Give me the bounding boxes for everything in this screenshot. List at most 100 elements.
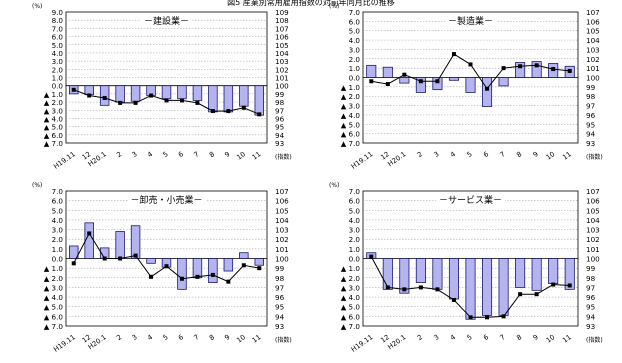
chart-1-right-tick-label: 99 <box>586 83 596 92</box>
figure-title: 図5 産業別常用雇用指数の対前年同月比の推移 <box>227 0 395 7</box>
chart-2-right-tick-label: 105 <box>275 206 289 215</box>
chart-1-index-marker-2 <box>402 72 407 77</box>
chart-3-left-tick-label: 5.0 <box>349 206 361 215</box>
chart-0-index-marker-3 <box>118 100 123 105</box>
chart-2-right-tick-label: 103 <box>275 226 289 235</box>
chart-1-left-tick-label: 7.0 <box>349 8 361 17</box>
chart-1-right-tick-label: 107 <box>586 8 600 17</box>
chart-0-left-tick-label: 4.0 <box>52 49 64 58</box>
chart-0-index-marker-5 <box>149 93 154 98</box>
chart-0-x-tick-label: H19.11 <box>52 150 77 171</box>
chart-0-right-tick-label: 108 <box>275 16 289 25</box>
chart-0-index-marker-8 <box>195 100 200 105</box>
chart-1-x-tick-label: 6 <box>482 150 490 159</box>
chart-2-index-marker-8 <box>195 274 200 279</box>
chart-3-x-tick-label: 3 <box>432 333 440 342</box>
chart-3-index-marker-12 <box>567 283 572 288</box>
chart-2-right-tick-label: 101 <box>275 245 289 254</box>
chart-0-x-tick-label: 10 <box>235 150 247 162</box>
chart-2-right-tick-label: 97 <box>275 283 284 292</box>
chart-0-index-marker-2 <box>102 95 107 100</box>
chart-3-left-tick-label: 7.0 <box>349 187 361 196</box>
chart-0-left-tick-label: 6.0 <box>52 33 64 42</box>
chart-1-left-unit: (%) <box>329 3 339 10</box>
chart-2-x-tick-label: 5 <box>162 333 170 342</box>
chart-2-bar-4 <box>130 225 141 259</box>
chart-1-x-tick-label: 4 <box>449 150 457 159</box>
chart-2-index-marker-10 <box>226 279 231 284</box>
chart-0-index-marker-6 <box>164 98 169 103</box>
chart-3-x-tick-label: H20.1 <box>386 333 407 351</box>
chart-3-left-tick-label: 1.0 <box>349 245 361 254</box>
chart-3-left-tick-label: ▲ 1.0 <box>341 264 361 273</box>
chart-0-left-tick-label: 9.0 <box>52 8 64 17</box>
chart-2-x-tick-label: 10 <box>235 333 247 345</box>
chart-0-left-tick-label: ▲ 7.0 <box>44 139 64 148</box>
chart-0-x-tick-label: 6 <box>177 150 185 159</box>
chart-0-right-tick-label: 99 <box>275 90 285 99</box>
chart-2-index-marker-3 <box>118 256 123 261</box>
chart-0-bar-6 <box>161 85 172 100</box>
chart-3-bar-1 <box>382 258 393 290</box>
chart-3-title-bg <box>436 193 505 206</box>
chart-3-index-marker-6 <box>468 315 473 320</box>
chart-1-x-tick-label: H19.11 <box>350 150 375 171</box>
chart-1-left-tick-label: ▲ 6.0 <box>341 130 361 139</box>
chart-2-bar-12 <box>254 258 264 266</box>
chart-2-left-tick-label: 0.0 <box>52 255 64 264</box>
chart-3-index-marker-2 <box>402 287 407 292</box>
chart-3-left-tick-label: 0.0 <box>349 255 361 264</box>
chart-1-x-tick-label: 9 <box>532 150 540 159</box>
chart-1-index-marker-12 <box>567 68 572 73</box>
chart-0-left-tick-label: ▲ 2.0 <box>44 98 64 107</box>
chart-0-x-tick-label: 8 <box>208 150 216 159</box>
chart-1-x-tick-label: 2 <box>416 150 424 159</box>
chart-0-left-tick-label: ▲ 3.0 <box>44 106 64 115</box>
chart-1-left-tick-label: ▲ 5.0 <box>341 120 361 129</box>
chart-0-x-tick-label: 4 <box>146 150 154 159</box>
chart-3-left-tick-label: ▲ 4.0 <box>341 293 361 302</box>
chart-3-right-tick-label: 101 <box>586 245 600 254</box>
chart-1-index-marker-4 <box>435 79 440 84</box>
chart-1-bar-8 <box>498 77 509 87</box>
chart-2-left-tick-label: 7.0 <box>52 187 64 196</box>
chart-3-right-tick-label: 99 <box>586 264 596 273</box>
chart-2-left-tick-label: ▲ 3.0 <box>44 283 64 292</box>
chart-2-x-tick-label: 9 <box>223 333 231 342</box>
chart-3-left-tick-label: ▲ 7.0 <box>341 322 361 331</box>
chart-1-right-tick-label: 98 <box>586 92 596 101</box>
chart-1-title: －製造業－ <box>448 15 493 27</box>
chart-3-right-tick-label: 107 <box>586 187 600 196</box>
chart-2-right-tick-label: 93 <box>275 322 284 331</box>
chart-3-right-tick-label: 105 <box>586 206 600 215</box>
chart-2-left-tick-label: ▲ 2.0 <box>44 274 64 283</box>
chart-0-right-tick-label: 98 <box>275 98 285 107</box>
chart-2-index-marker-5 <box>149 274 154 279</box>
chart-3-index-marker-11 <box>551 282 556 287</box>
chart-1-bar-9 <box>515 62 526 78</box>
chart-0-index-marker-10 <box>226 109 231 114</box>
chart-1-index-marker-0 <box>369 79 374 84</box>
chart-1-right-tick-label: 103 <box>586 45 600 54</box>
chart-1-index-marker-6 <box>468 62 473 67</box>
chart-2-left-tick-label: ▲ 6.0 <box>44 312 64 321</box>
chart-1-right-tick-label: 101 <box>586 64 600 73</box>
chart-0-left-tick-label: 7.0 <box>52 24 64 33</box>
chart-2-title: －卸売・小売業－ <box>130 194 202 206</box>
chart-1-bar-6 <box>465 77 476 93</box>
chart-0-left-tick-label: 5.0 <box>52 41 64 50</box>
chart-3-bar-6 <box>465 258 476 320</box>
chart-3-right-tick-label: 95 <box>586 303 595 312</box>
chart-3-x-tick-label: 9 <box>532 333 540 342</box>
chart-1-left-tick-label: 6.0 <box>349 17 361 26</box>
chart-0-index-marker-0 <box>71 87 76 92</box>
chart-3-right-tick-label: 97 <box>586 283 595 292</box>
chart-2-left-tick-label: 2.0 <box>52 235 64 244</box>
chart-2-left-tick-label: 1.0 <box>52 245 64 254</box>
chart-1-left-tick-label: 0.0 <box>349 74 361 83</box>
chart-3-bar-5 <box>448 258 459 300</box>
chart-2-index-marker-7 <box>179 276 184 281</box>
chart-1-right-tick-label: 106 <box>586 17 600 26</box>
